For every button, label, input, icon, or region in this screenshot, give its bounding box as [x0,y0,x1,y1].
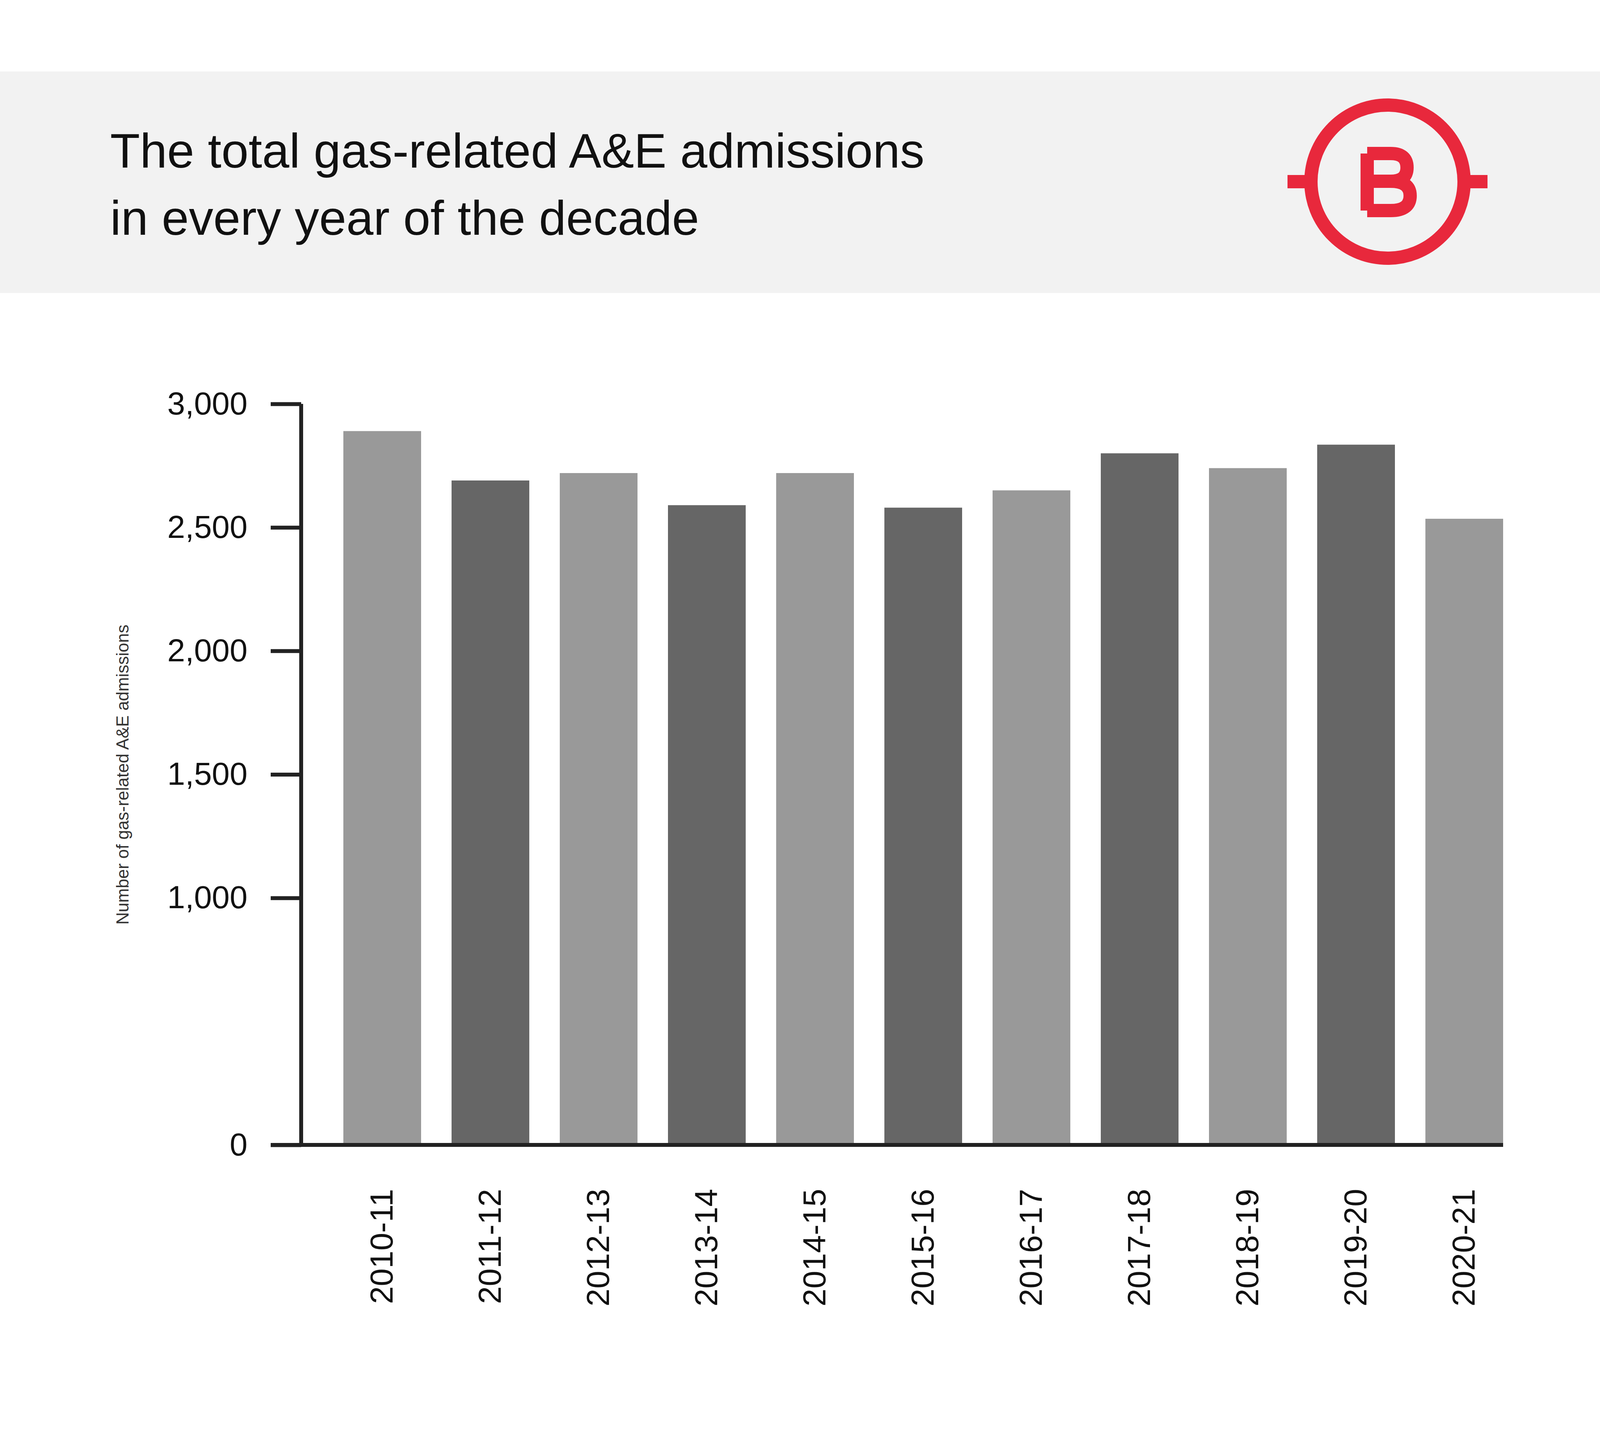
svg-text:3,000: 3,000 [167,385,248,422]
svg-text:2015-16: 2015-16 [904,1189,941,1307]
svg-text:2013-14: 2013-14 [688,1189,724,1307]
svg-text:2020-21: 2020-21 [1445,1189,1482,1307]
svg-text:2019-20: 2019-20 [1337,1189,1374,1307]
svg-text:1,500: 1,500 [167,755,248,792]
svg-text:2011-12: 2011-12 [471,1189,508,1305]
svg-text:0: 0 [229,1126,248,1163]
svg-text:2,000: 2,000 [167,632,248,668]
svg-text:2016-17: 2016-17 [1012,1189,1049,1307]
svg-text:1,000: 1,000 [167,879,248,915]
svg-text:Number of gas-related A&E admi: Number of gas-related A&E admissions [112,624,133,925]
html-text:The total gas-related A&E admi: The total gas-related A&E admissions in … [110,123,925,245]
svg-text:2017-18: 2017-18 [1121,1189,1157,1307]
svg-text:2018-19: 2018-19 [1229,1189,1265,1307]
svg-text:2014-15: 2014-15 [796,1189,833,1307]
svg-text:2,500: 2,500 [167,508,248,545]
svg-text:2010-11: 2010-11 [363,1189,400,1305]
svg-text:2012-13: 2012-13 [580,1189,616,1307]
